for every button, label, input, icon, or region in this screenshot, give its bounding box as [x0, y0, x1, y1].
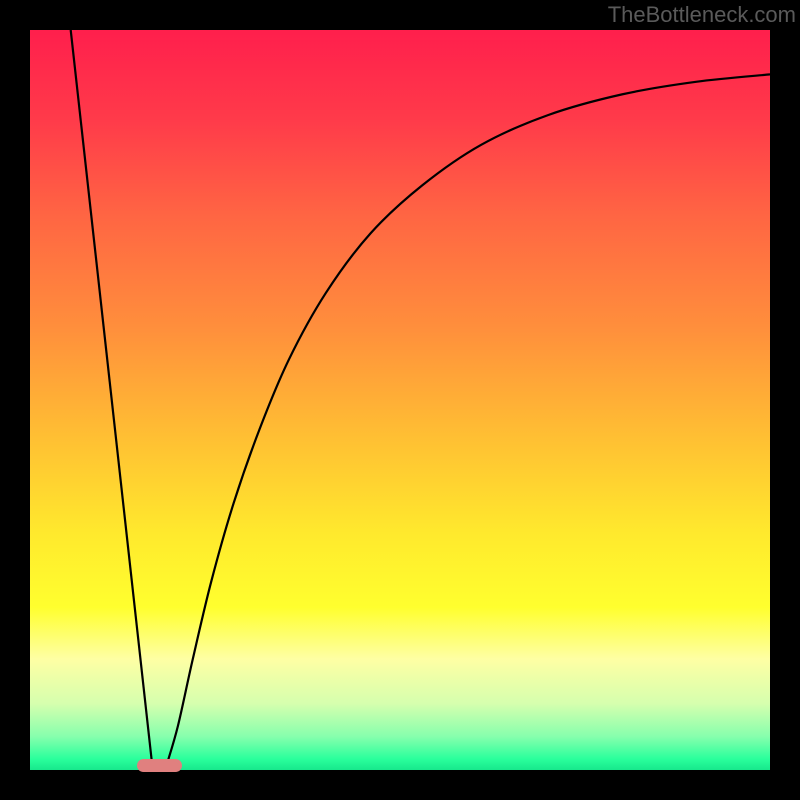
frame-bottom: [0, 770, 800, 800]
right-rising-curve: [167, 74, 770, 764]
bottleneck-curve: [30, 30, 770, 770]
plot-area: [30, 30, 770, 770]
frame-left: [0, 0, 30, 800]
left-descending-line: [71, 30, 152, 764]
bottleneck-minimum-marker: [137, 759, 181, 772]
frame-right: [770, 0, 800, 800]
watermark-text: TheBottleneck.com: [608, 2, 796, 28]
image-root: TheBottleneck.com: [0, 0, 800, 800]
